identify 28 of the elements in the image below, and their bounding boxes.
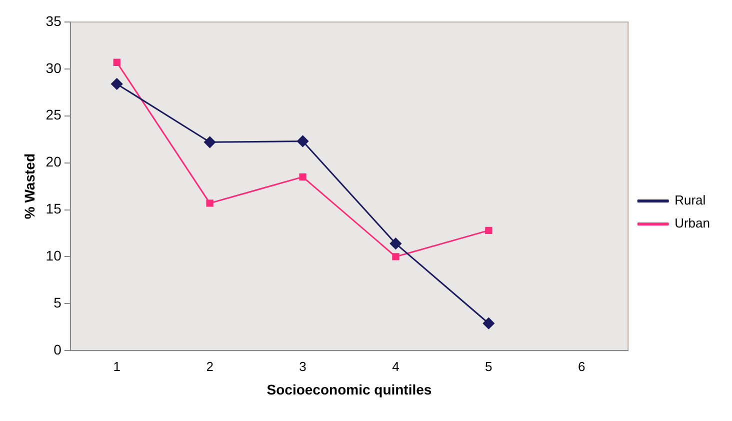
x-tick-label: 5 [485, 358, 492, 374]
y-axis-title: % Wasted [21, 153, 38, 220]
point [113, 58, 120, 66]
y-tick-label: 35 [46, 12, 62, 29]
point [206, 200, 214, 207]
x-tick-label: 2 [206, 358, 214, 374]
y-tick-label: 5 [54, 294, 62, 311]
legend-label: Rural [674, 192, 706, 208]
point [485, 226, 492, 234]
x-tick-label: 4 [392, 358, 400, 374]
x-axis-title: Socioeconomic quintiles [266, 381, 432, 398]
x-tick-label: 1 [113, 358, 120, 374]
x-tick-label: 6 [578, 358, 586, 374]
y-tick-label: 25 [46, 106, 62, 123]
point [299, 173, 306, 180]
point [390, 238, 402, 250]
point [204, 136, 216, 148]
y-tick-label: 0 [54, 341, 62, 358]
x-tick-label: 3 [299, 358, 306, 374]
y-tick-label: 20 [46, 154, 62, 170]
y-tick-label: 15 [46, 200, 62, 217]
point [392, 253, 400, 260]
point [111, 78, 123, 90]
legend-label: Urban [674, 216, 710, 231]
y-tick-label: 30 [46, 60, 62, 76]
point [482, 318, 494, 330]
point [297, 135, 309, 147]
y-tick-label: 10 [46, 248, 62, 264]
